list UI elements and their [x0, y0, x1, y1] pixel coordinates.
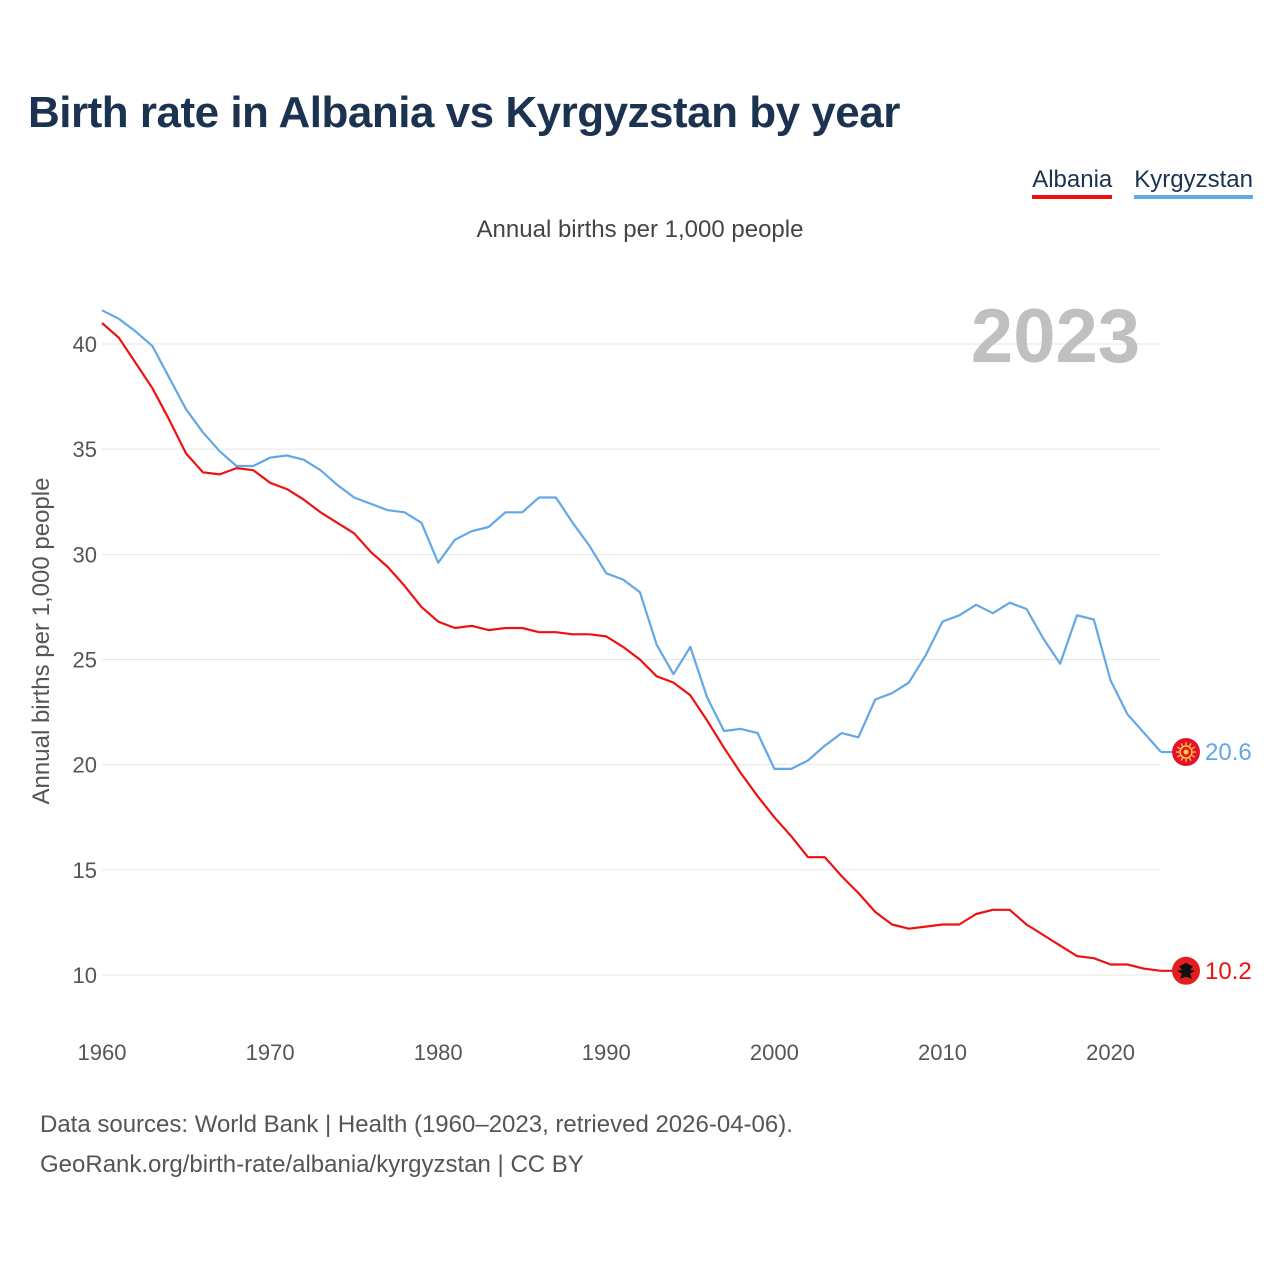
x-tick-label: 2000: [750, 1040, 799, 1065]
legend: Albania Kyrgyzstan: [1032, 166, 1253, 199]
end-value-label-kyrgyzstan: 20.6: [1205, 739, 1252, 766]
albania-flag-icon: [1172, 956, 1200, 985]
footer: Data sources: World Bank | Health (1960–…: [40, 1105, 793, 1185]
y-tick-label: 20: [73, 753, 97, 778]
y-tick-label: 10: [73, 963, 97, 988]
x-tick-label: 1960: [78, 1040, 127, 1065]
y-tick-label: 40: [73, 332, 97, 357]
x-axis-ticks: 1960 1970 1980 1990 2000 2010 2020: [78, 1040, 1136, 1065]
kyrgyzstan-flag-icon: [1172, 738, 1200, 767]
x-tick-label: 1980: [414, 1040, 463, 1065]
gridlines: [102, 343, 1161, 976]
footer-link[interactable]: GeoRank.org/birth-rate/albania/kyrgyzsta…: [40, 1151, 584, 1178]
series-line-kyrgyzstan: [101, 309, 1162, 771]
x-tick-label: 1990: [582, 1040, 631, 1065]
y-tick-label: 30: [73, 542, 97, 567]
y-tick-label: 15: [73, 858, 97, 883]
y-tick-label: 35: [73, 437, 97, 462]
end-markers: 10.2 20.6: [1161, 738, 1252, 985]
end-value-label-albania: 10.2: [1205, 958, 1252, 985]
y-axis-ticks: 10 15 20 25 30 35 40: [73, 332, 97, 988]
y-tick-label: 25: [73, 648, 97, 673]
legend-item-kyrgyzstan[interactable]: Kyrgyzstan: [1134, 166, 1253, 199]
footer-sources: Data sources: World Bank | Health (1960–…: [40, 1111, 793, 1138]
x-tick-label: 1970: [246, 1040, 295, 1065]
x-tick-label: 2020: [1086, 1040, 1135, 1065]
chart-subtitle: Annual births per 1,000 people: [476, 216, 804, 243]
series-line-albania: [101, 322, 1162, 972]
year-watermark: 2023: [971, 294, 1140, 379]
legend-item-albania[interactable]: Albania: [1032, 166, 1113, 199]
series-lines: [101, 309, 1162, 972]
x-tick-label: 2010: [918, 1040, 967, 1065]
chart-title: Birth rate in Albania vs Kyrgyzstan by y…: [28, 88, 900, 137]
